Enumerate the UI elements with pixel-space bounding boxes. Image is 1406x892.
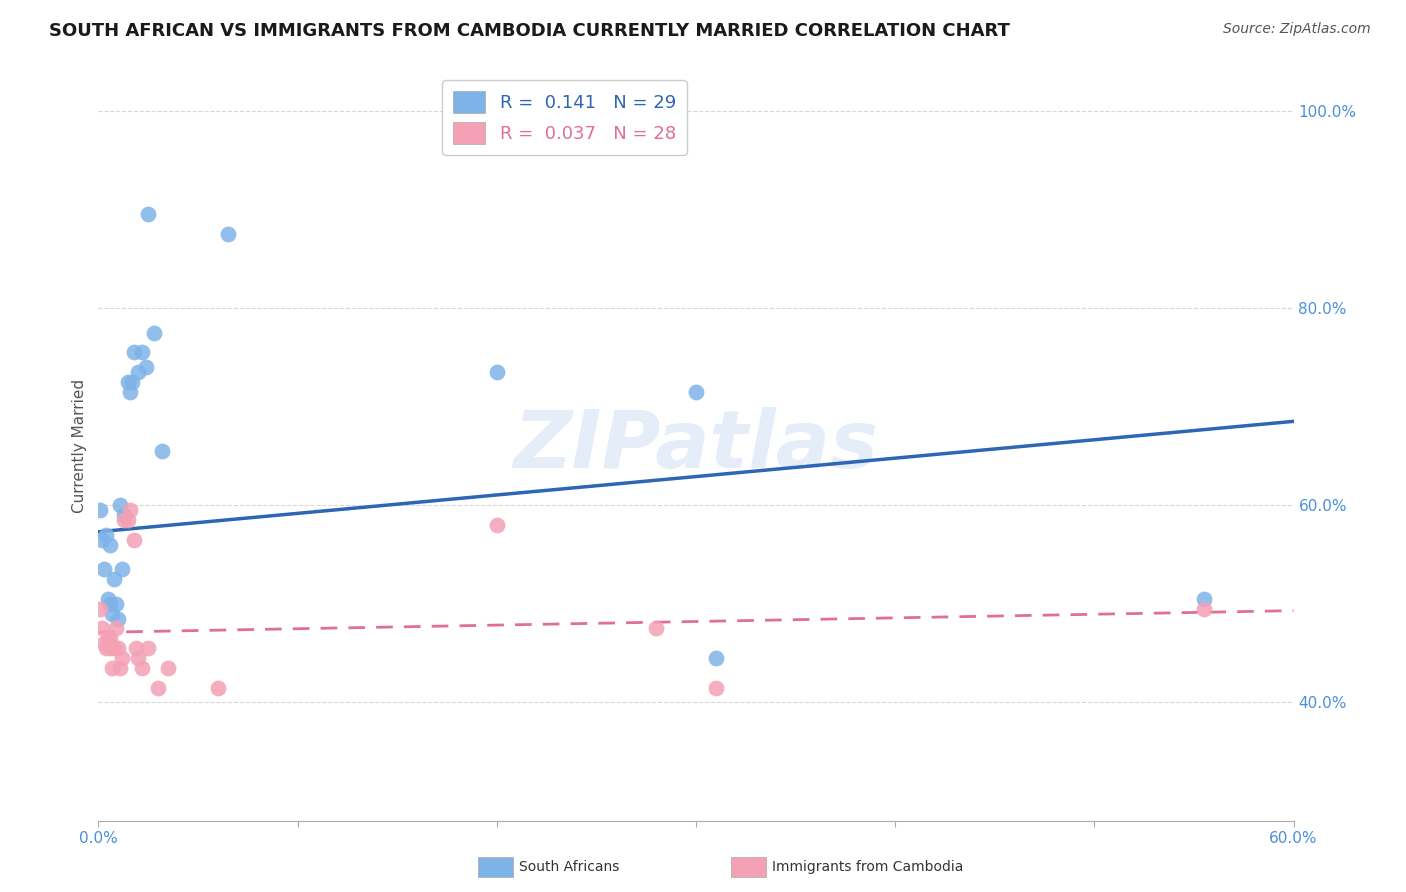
Point	[143, 326, 166, 340]
Point	[105, 597, 128, 611]
Point	[96, 527, 118, 541]
Point	[110, 661, 132, 675]
Text: Immigrants from Cambodia: Immigrants from Cambodia	[772, 860, 963, 874]
Point	[124, 345, 146, 359]
Point	[131, 345, 153, 359]
Point	[157, 661, 180, 675]
Point	[91, 621, 114, 635]
Point	[89, 601, 111, 615]
Point	[107, 611, 129, 625]
Point	[485, 365, 508, 379]
Point	[120, 503, 142, 517]
Point	[112, 513, 135, 527]
Point	[98, 538, 122, 552]
Point	[93, 562, 115, 576]
Point	[207, 681, 229, 695]
Point	[89, 503, 111, 517]
Point	[111, 562, 134, 576]
Point	[1192, 601, 1215, 615]
Point	[98, 641, 122, 656]
Text: Source: ZipAtlas.com: Source: ZipAtlas.com	[1223, 22, 1371, 37]
Point	[98, 597, 122, 611]
Point	[217, 227, 239, 241]
Point	[120, 384, 142, 399]
Point	[117, 513, 139, 527]
Point	[97, 591, 120, 606]
Point	[135, 360, 157, 375]
Point	[685, 384, 707, 399]
Point	[101, 661, 124, 675]
Point	[111, 651, 134, 665]
Point	[136, 641, 159, 656]
Point	[485, 517, 508, 532]
Point	[127, 651, 149, 665]
Point	[105, 621, 128, 635]
Point	[121, 375, 143, 389]
Point	[148, 681, 170, 695]
Point	[1192, 591, 1215, 606]
Point	[107, 641, 129, 656]
Point	[91, 533, 114, 547]
Text: ZIPatlas: ZIPatlas	[513, 407, 879, 485]
Point	[127, 365, 149, 379]
Point	[150, 444, 173, 458]
Legend: R =  0.141   N = 29, R =  0.037   N = 28: R = 0.141 N = 29, R = 0.037 N = 28	[441, 80, 688, 155]
Point	[124, 533, 146, 547]
Point	[704, 651, 727, 665]
Point	[645, 621, 668, 635]
Point	[704, 681, 727, 695]
Point	[117, 375, 139, 389]
Point	[101, 607, 124, 621]
Point	[103, 572, 125, 586]
Y-axis label: Currently Married: Currently Married	[72, 379, 87, 513]
Point	[97, 632, 120, 646]
Point	[136, 207, 159, 221]
Point	[110, 498, 132, 512]
Point	[103, 641, 125, 656]
Text: South Africans: South Africans	[519, 860, 619, 874]
Point	[131, 661, 153, 675]
Point	[96, 641, 118, 656]
Point	[125, 641, 148, 656]
Text: SOUTH AFRICAN VS IMMIGRANTS FROM CAMBODIA CURRENTLY MARRIED CORRELATION CHART: SOUTH AFRICAN VS IMMIGRANTS FROM CAMBODI…	[49, 22, 1010, 40]
Point	[93, 636, 115, 650]
Point	[98, 632, 122, 646]
Point	[112, 508, 135, 522]
